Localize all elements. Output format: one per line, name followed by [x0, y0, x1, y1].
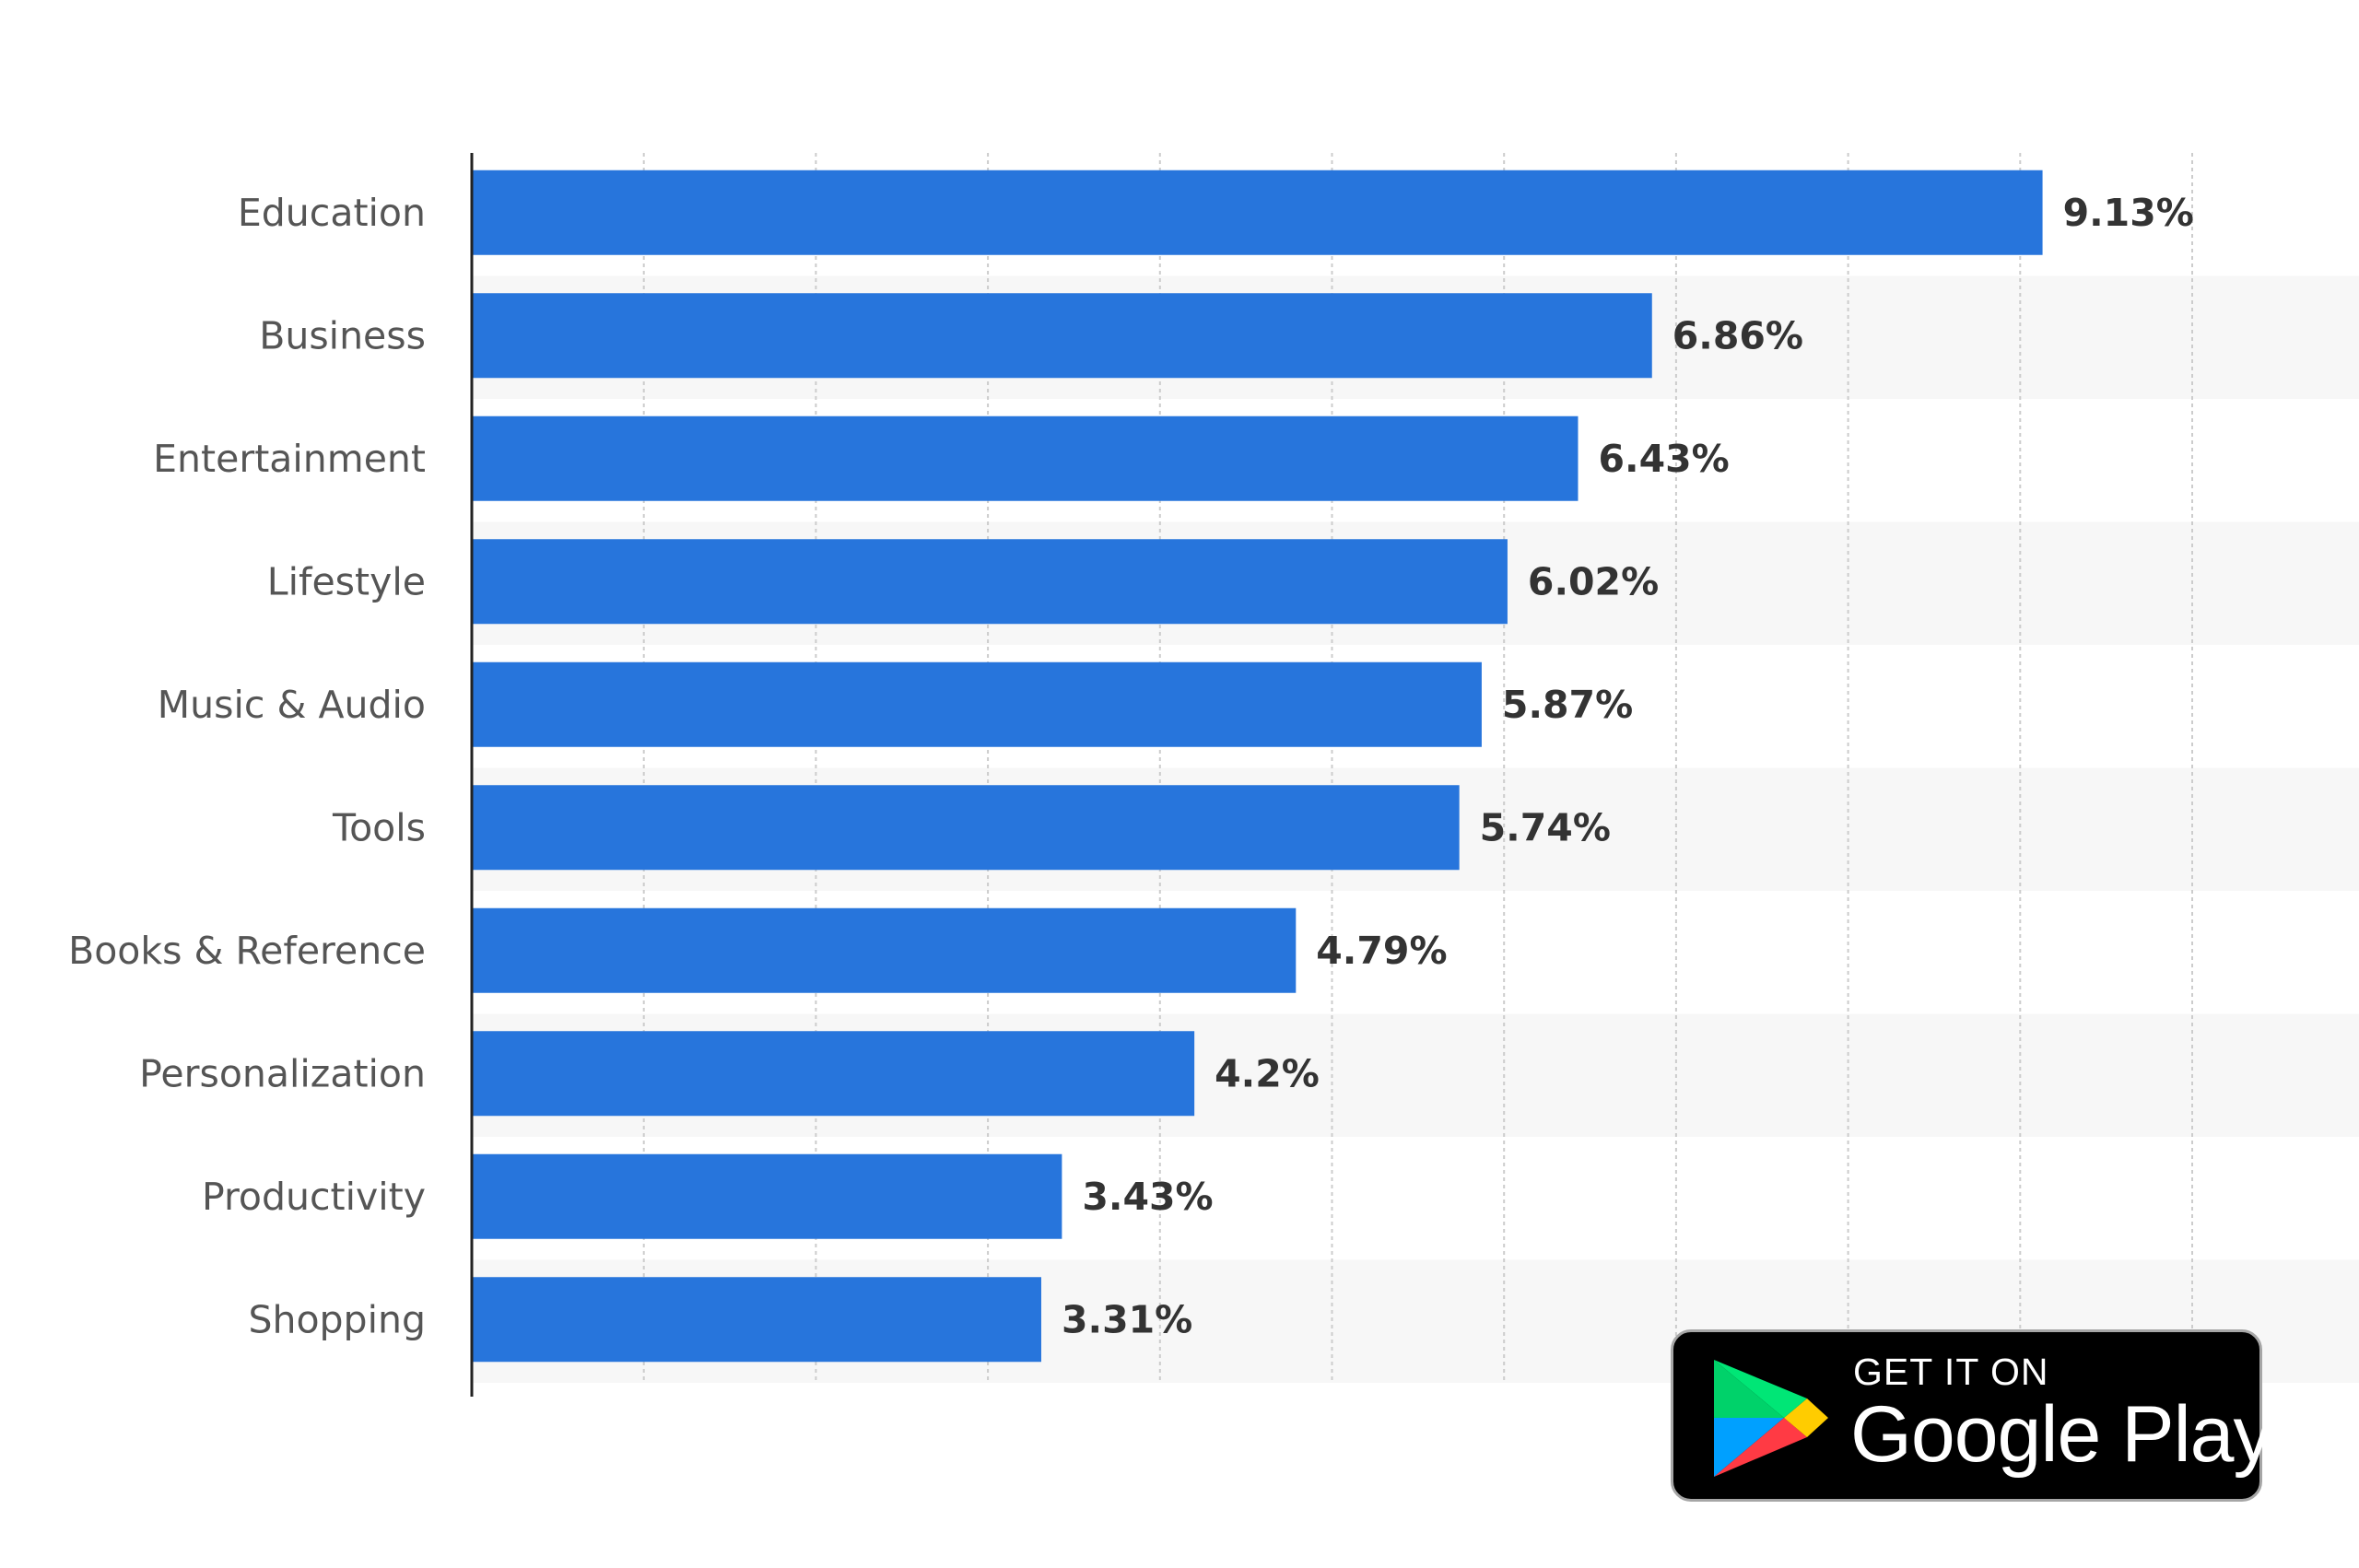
category-label: Music & Audio — [158, 683, 426, 727]
bar — [472, 1153, 1062, 1239]
bar — [472, 539, 1508, 625]
value-labels: 9.13% 6.86% 6.43% 6.02% 5.87% 5.74% 4.79% 4.2% 3… — [1062, 191, 2194, 1342]
category-label: Lifestyle — [267, 559, 426, 603]
category-label: Business — [259, 313, 426, 357]
bar — [472, 785, 1460, 871]
value-label: 4.79% — [1316, 929, 1447, 973]
category-label: Entertainment — [153, 437, 426, 481]
value-label: 6.86% — [1672, 313, 1803, 357]
category-labels: Education Business Entertainment Lifestyle M… — [68, 191, 426, 1342]
value-label: 6.43% — [1598, 437, 1729, 481]
badge-line1: GET IT ON — [1853, 1351, 2049, 1393]
bar — [472, 661, 1482, 747]
value-label: 5.87% — [1502, 683, 1633, 727]
value-label: 3.31% — [1062, 1297, 1192, 1341]
category-label: Productivity — [202, 1175, 426, 1219]
category-label: Books & Reference — [68, 929, 426, 973]
value-label: 6.02% — [1528, 559, 1659, 603]
category-label: Education — [238, 191, 426, 235]
bar — [472, 907, 1297, 993]
badge-line2: Google Play — [1850, 1390, 2273, 1479]
google-play-triangle-icon — [1714, 1360, 1828, 1477]
bar — [472, 293, 1652, 379]
google-play-badge[interactable]: GET IT ON Google Play — [1671, 1329, 2273, 1502]
bars — [472, 170, 2043, 1363]
value-label: 4.2% — [1215, 1051, 1320, 1095]
category-label: Tools — [332, 805, 426, 849]
category-label: Personalization — [139, 1051, 426, 1095]
value-label: 9.13% — [2063, 191, 2194, 235]
category-label: Shopping — [248, 1297, 426, 1341]
bar — [472, 1031, 1195, 1117]
bar — [472, 415, 1579, 501]
value-label: 3.43% — [1082, 1175, 1213, 1219]
value-label: 5.74% — [1480, 805, 1611, 849]
bar — [472, 170, 2043, 255]
bar — [472, 1277, 1041, 1363]
